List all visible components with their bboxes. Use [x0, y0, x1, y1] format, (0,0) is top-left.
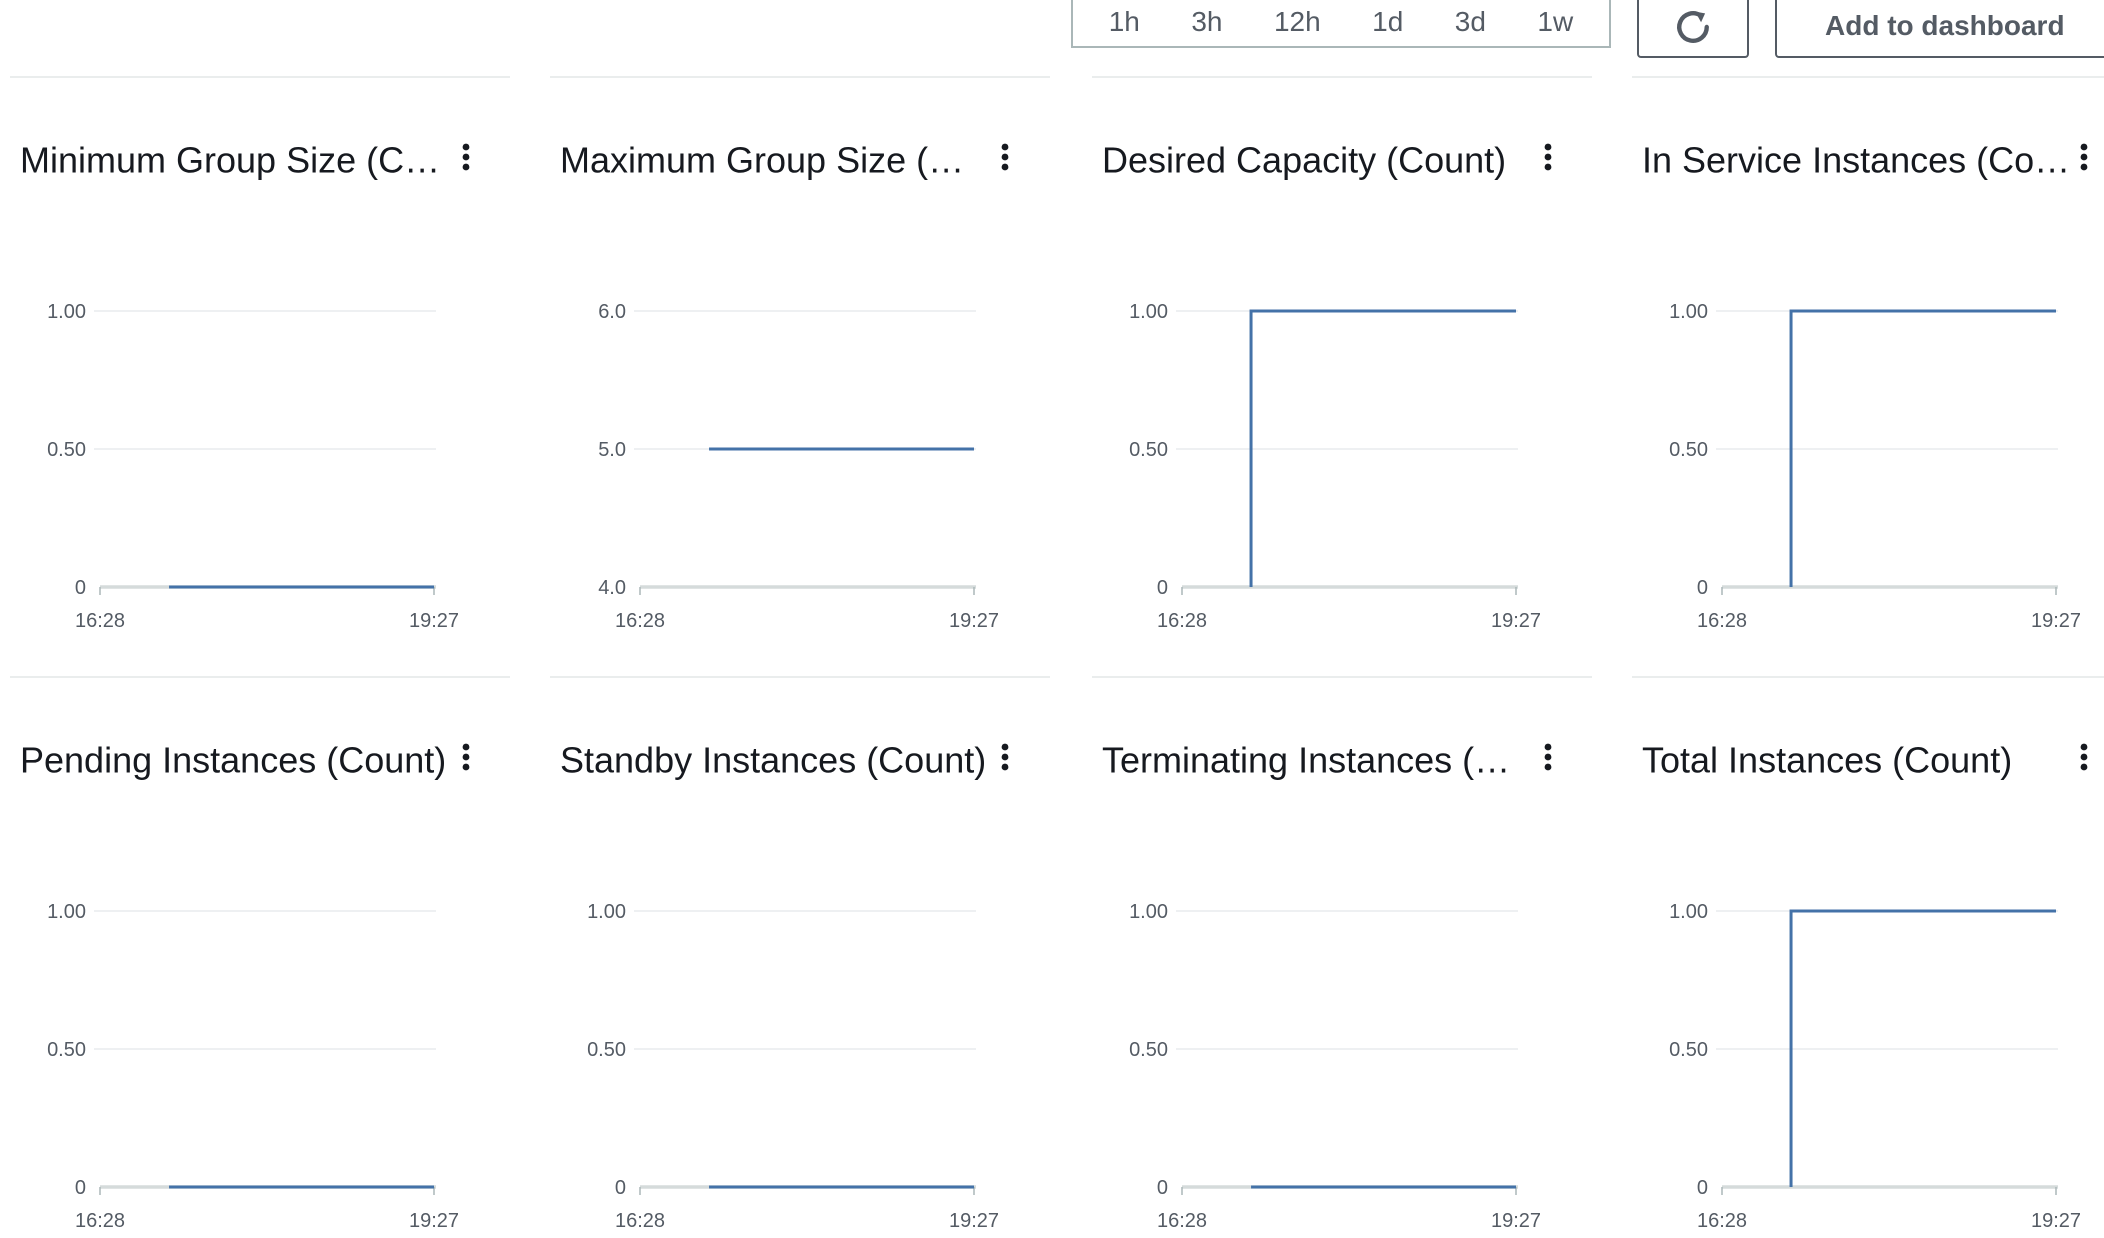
y-tick-label: 1.00: [47, 901, 86, 923]
y-tick-label: 1.00: [1669, 901, 1708, 923]
y-tick-label: 1.00: [1129, 301, 1168, 323]
range-3d-button[interactable]: 3d: [1454, 6, 1486, 37]
x-tick-label: 19:27: [409, 1210, 459, 1232]
more-options-icon[interactable]: [1539, 742, 1557, 778]
x-tick-label: 19:27: [2031, 1210, 2081, 1232]
widget-title: Pending Instances (Count): [20, 739, 447, 781]
widget-divider: [1092, 76, 1592, 78]
widget-pending-instances: Pending Instances (Count) 0 0.50 1.00 16:28…: [10, 676, 510, 1236]
y-tick-label: 0: [1157, 1177, 1168, 1199]
x-tick-label: 16:28: [1697, 610, 1747, 632]
y-tick-label: 0.50: [1669, 439, 1708, 461]
line-chart: 4.0 5.0 6.0 16:28 19:27: [598, 301, 999, 632]
more-options-icon[interactable]: [996, 742, 1014, 778]
y-tick-label: 0.50: [47, 1039, 86, 1061]
widget-divider: [550, 76, 1050, 78]
series-line: [1249, 309, 1516, 587]
y-tick-label: 0: [615, 1177, 626, 1199]
range-12h-button[interactable]: 12h: [1273, 6, 1321, 37]
series-line: [1789, 309, 2056, 587]
widget-title: Maximum Group Size (C…: [560, 139, 990, 181]
y-tick-label: 0: [1697, 577, 1708, 599]
line-chart: 0 0.50 1.00 16:28 19:27: [1129, 901, 1541, 1232]
line-chart: 0 0.50 1.00 16:28 19:27: [1669, 901, 2081, 1232]
widget-title: In Service Instances (Co…: [1642, 139, 2071, 181]
series-line: [1789, 909, 2056, 1187]
x-tick-label: 19:27: [949, 1210, 999, 1232]
range-1d-button[interactable]: 1d: [1372, 6, 1404, 37]
y-tick-label: 0: [75, 577, 86, 599]
x-tick-label: 19:27: [2031, 610, 2081, 632]
x-tick-label: 19:27: [409, 610, 459, 632]
x-tick-label: 19:27: [1491, 610, 1541, 632]
more-options-icon[interactable]: [457, 142, 475, 178]
x-tick-label: 16:28: [1157, 610, 1207, 632]
refresh-button[interactable]: [1637, 0, 1749, 58]
y-tick-label: 1.00: [1669, 301, 1708, 323]
y-tick-label: 0: [1157, 577, 1168, 599]
add-to-dashboard-button[interactable]: Add to dashboard: [1775, 0, 2104, 58]
range-1w-button[interactable]: 1w: [1537, 6, 1574, 37]
more-options-icon[interactable]: [2075, 142, 2093, 178]
x-tick-label: 19:27: [1491, 1210, 1541, 1232]
x-tick-label: 16:28: [615, 610, 665, 632]
x-tick-label: 16:28: [75, 610, 125, 632]
widget-divider: [1632, 76, 2104, 78]
x-tick-label: 16:28: [75, 1210, 125, 1232]
more-options-icon[interactable]: [996, 142, 1014, 178]
y-tick-label: 0.50: [1129, 439, 1168, 461]
widget-in-service-instances: In Service Instances (Co… 0 0.50 1.00 16:28…: [1632, 76, 2104, 636]
y-tick-label: 1.00: [587, 901, 626, 923]
more-options-icon[interactable]: [457, 742, 475, 778]
widget-standby-instances: Standby Instances (Count) 0 0.50 1.00 16:28…: [550, 676, 1050, 1236]
more-options-icon[interactable]: [1539, 142, 1557, 178]
y-tick-label: 6.0: [598, 301, 626, 323]
y-tick-label: 0.50: [47, 439, 86, 461]
y-tick-label: 4.0: [598, 577, 626, 599]
x-tick-label: 16:28: [1157, 1210, 1207, 1232]
x-tick-label: 19:27: [949, 610, 999, 632]
widget-divider: [550, 676, 1050, 678]
range-3h-button[interactable]: 3h: [1191, 6, 1223, 37]
widget-title: Terminating Instances (…: [1102, 739, 1511, 781]
line-chart: 0 0.50 1.00 16:28 19:27: [1669, 301, 2081, 632]
time-range-selector: 1h 3h 12h 1d 3d 1w: [1071, 0, 1611, 48]
y-tick-label: 1.00: [1129, 901, 1168, 923]
y-tick-label: 0.50: [587, 1039, 626, 1061]
range-1h-button[interactable]: 1h: [1108, 6, 1140, 37]
x-tick-label: 16:28: [615, 1210, 665, 1232]
widget-title: Total Instances (Count): [1642, 739, 2013, 781]
widget-title: Minimum Group Size (C…: [20, 139, 441, 181]
line-chart: 0 0.50 1.00 16:28 19:27: [1129, 301, 1541, 632]
widget-title: Standby Instances (Count): [560, 739, 987, 781]
widget-divider: [10, 76, 510, 78]
y-tick-label: 0: [75, 1177, 86, 1199]
y-tick-label: 5.0: [598, 439, 626, 461]
y-tick-label: 0: [1697, 1177, 1708, 1199]
widget-divider: [1632, 676, 2104, 678]
y-tick-label: 0.50: [1129, 1039, 1168, 1061]
widget-title: Desired Capacity (Count): [1102, 139, 1507, 181]
widget-minimum-group-size: Minimum Group Size (C… 0 0.50 1.00 16:28 19:…: [10, 76, 510, 636]
y-tick-label: 1.00: [47, 301, 86, 323]
line-chart: 0 0.50 1.00 16:28 19:27: [47, 901, 459, 1232]
widget-divider: [10, 676, 510, 678]
widget-terminating-instances: Terminating Instances (… 0 0.50 1.00 16:28 1…: [1092, 676, 1592, 1236]
widget-divider: [1092, 676, 1592, 678]
widget-desired-capacity: Desired Capacity (Count) 0 0.50 1.00 16:28 1…: [1092, 76, 1592, 636]
y-tick-label: 0.50: [1669, 1039, 1708, 1061]
more-options-icon[interactable]: [2075, 742, 2093, 778]
widget-maximum-group-size: Maximum Group Size (C… 4.0 5.0 6.0 16:28 19:…: [550, 76, 1050, 636]
x-tick-label: 16:28: [1697, 1210, 1747, 1232]
line-chart: 0 0.50 1.00 16:28 19:27: [587, 901, 999, 1232]
refresh-icon: [1677, 11, 1709, 43]
line-chart: 0 0.50 1.00 16:28 19:27: [47, 301, 459, 632]
widget-total-instances: Total Instances (Count) 0 0.50 1.00 16:28 19…: [1632, 676, 2104, 1236]
